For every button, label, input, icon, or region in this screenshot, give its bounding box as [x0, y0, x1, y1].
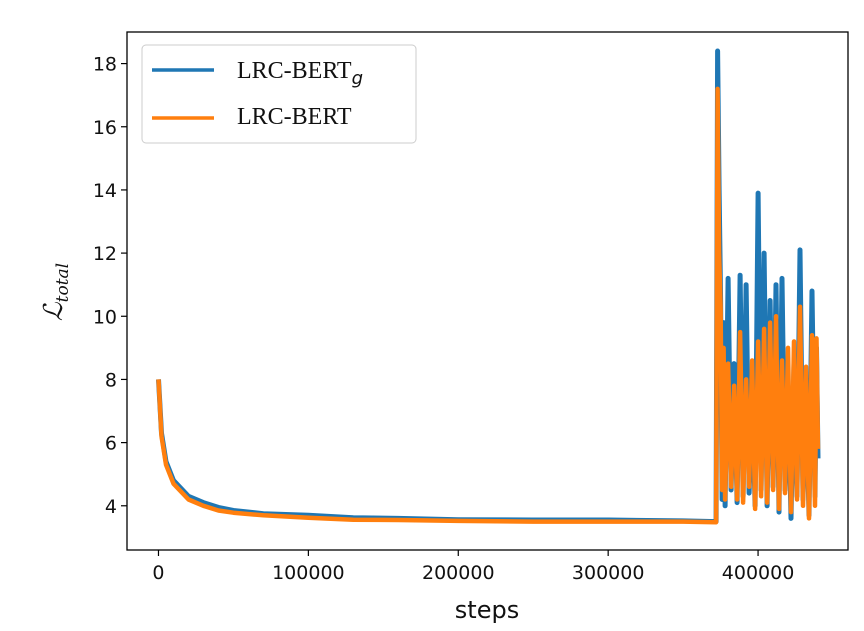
y-tick-label: 14 [93, 180, 117, 202]
y-axis: 4 6 8 10 12 14 16 18 [93, 54, 127, 518]
legend: LRC-BERTg LRC-BERT [141, 44, 417, 144]
x-tick-label: 300000 [572, 562, 645, 584]
y-label-subscript: total [53, 263, 73, 302]
x-axis-label: steps [455, 596, 519, 624]
y-tick-label: 18 [93, 54, 117, 76]
legend-label-lrc-bert: LRC-BERT [237, 104, 352, 130]
y-tick-label: 4 [105, 496, 117, 518]
axes-frame [126, 31, 849, 551]
x-tick-label: 400000 [722, 562, 795, 584]
y-axis-label: ℒtotal [39, 263, 73, 321]
x-tick-label: 200000 [422, 562, 495, 584]
legend-label-lrc-bert-g: LRC-BERTg [237, 58, 363, 89]
series-line-1 [156, 86, 821, 525]
y-tick-label: 12 [93, 243, 117, 265]
y-tick-label: 10 [93, 306, 117, 328]
x-tick-label: 0 [152, 562, 164, 584]
y-tick-label: 8 [105, 369, 117, 391]
y-tick-label: 6 [105, 433, 117, 455]
plot-area [156, 48, 821, 525]
x-axis: 0 100000 200000 300000 400000 [152, 550, 794, 584]
y-label-symbol: ℒ [39, 301, 69, 321]
y-tick-label: 16 [93, 117, 117, 139]
svg-text:ℒtotal: ℒtotal [39, 263, 73, 321]
x-tick-label: 100000 [272, 562, 345, 584]
